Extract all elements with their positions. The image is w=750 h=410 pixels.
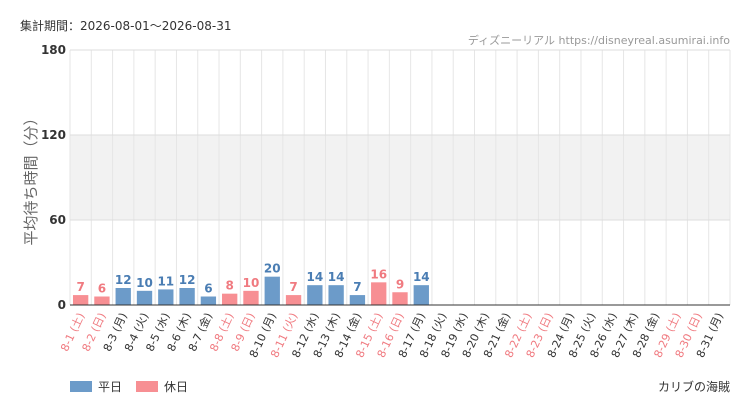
y-axis-ticks: 0 60 120 180	[41, 43, 66, 312]
bar	[94, 296, 110, 305]
bar	[200, 296, 217, 305]
bar-value-label: 14	[306, 270, 323, 284]
shaded-band	[70, 135, 730, 220]
bar-value-label: 14	[413, 270, 430, 284]
bar-value-label: 16	[370, 267, 387, 281]
bar-value-label: 9	[396, 277, 404, 291]
bar-value-label: 6	[98, 282, 106, 296]
bar	[307, 285, 323, 305]
bar-value-label: 7	[353, 280, 361, 294]
bars	[72, 276, 429, 305]
bar	[413, 285, 429, 305]
bar	[392, 292, 408, 305]
bar	[72, 295, 89, 305]
legend-holiday: 休日	[136, 378, 188, 395]
y-tick-label: 180	[41, 43, 66, 57]
bar	[371, 282, 387, 305]
x-axis-ticks: 8-1 (土)8-2 (日)8-3 (月)8-4 (火)8-5 (水)8-6 (…	[58, 310, 726, 359]
period-label: 集計期間：2026-08-01〜2026-08-31	[20, 19, 232, 33]
y-tick-label: 120	[41, 128, 66, 142]
bar	[264, 276, 280, 305]
bar-value-label: 20	[264, 262, 281, 276]
bar-value-label: 7	[76, 280, 84, 294]
bar-value-label: 7	[289, 280, 297, 294]
bar-value-label: 10	[136, 276, 153, 290]
source-credit: ディズニーリアル https://disneyreal.asumirai.inf…	[467, 34, 730, 47]
bar-value-label: 10	[243, 276, 260, 290]
y-tick-label: 0	[58, 298, 66, 312]
legend-weekday-label: 平日	[98, 380, 123, 394]
bar	[179, 288, 195, 305]
y-tick-label: 60	[49, 213, 66, 227]
bar	[115, 288, 131, 305]
bar-value-label: 12	[115, 273, 132, 287]
grid-lines	[69, 49, 731, 306]
bar-value-label: 14	[328, 270, 345, 284]
bar	[158, 289, 174, 305]
bar	[285, 295, 302, 305]
bar-value-label: 8	[225, 279, 233, 293]
legend-holiday-label: 休日	[164, 380, 189, 394]
bar	[243, 290, 259, 305]
y-axis-label: 平均待ち時間（分）	[22, 110, 40, 245]
legend-holiday-swatch	[136, 381, 159, 392]
bar	[222, 293, 238, 305]
legend: 平日 休日	[70, 378, 202, 395]
bar	[349, 295, 366, 305]
bar-value-label: 12	[179, 273, 196, 287]
bar	[328, 285, 344, 305]
attraction-name: カリブの海賊	[657, 380, 730, 394]
legend-weekday-swatch	[70, 381, 92, 392]
bar-value-label: 11	[157, 274, 174, 288]
bar	[136, 290, 153, 305]
bar-value-label: 6	[204, 282, 212, 296]
legend-weekday: 平日	[70, 378, 122, 395]
